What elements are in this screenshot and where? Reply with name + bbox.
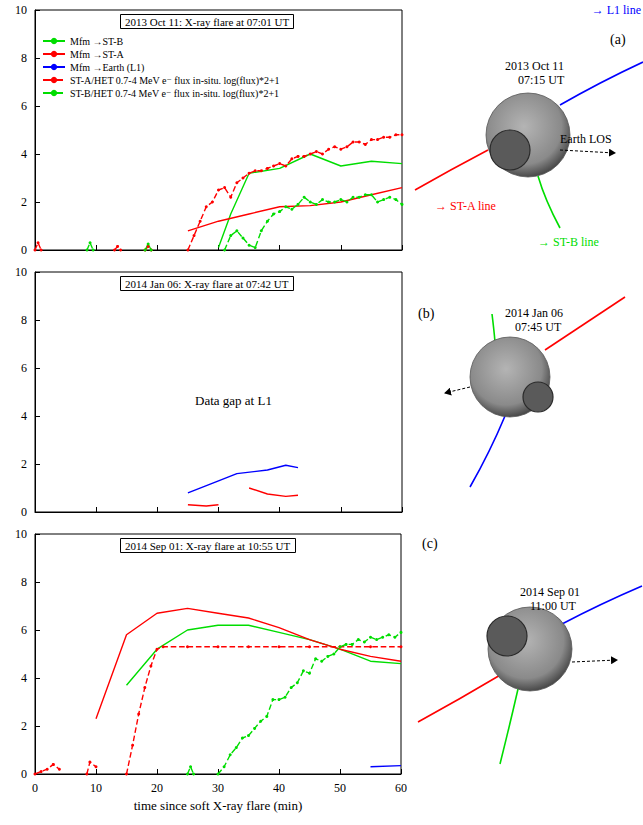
svg-text:4: 4 xyxy=(21,671,27,685)
svg-text:2014 Sep 01: 2014 Sep 01 xyxy=(520,585,580,599)
svg-text:07:45 UT: 07:45 UT xyxy=(515,320,562,334)
svg-text:Earth LOS: Earth LOS xyxy=(560,132,612,146)
svg-text:2013 Oct 11: X-ray flare at 07: 2013 Oct 11: X-ray flare at 07:01 UT xyxy=(125,16,290,28)
svg-text:(a): (a) xyxy=(610,32,626,48)
svg-text:Mfm →ST-A: Mfm →ST-A xyxy=(70,49,125,60)
svg-text:(b): (b) xyxy=(418,306,435,322)
svg-text:Mfm →ST-B: Mfm →ST-B xyxy=(70,36,124,47)
svg-text:→ L1 line: → L1 line xyxy=(592,3,641,17)
svg-text:ST-B/HET 0.7-4 MeV e⁻ flux in-: ST-B/HET 0.7-4 MeV e⁻ flux in-situ. log(… xyxy=(70,88,279,100)
svg-text:(c): (c) xyxy=(422,536,438,552)
svg-text:2013 Oct 11: 2013 Oct 11 xyxy=(505,59,564,73)
svg-text:time since soft X-ray flare (m: time since soft X-ray flare (min) xyxy=(134,798,303,813)
svg-text:Mfm →Earth (L1): Mfm →Earth (L1) xyxy=(70,62,144,74)
svg-text:4: 4 xyxy=(21,409,27,423)
svg-text:8: 8 xyxy=(21,575,27,589)
svg-text:6: 6 xyxy=(21,99,27,113)
svg-text:6: 6 xyxy=(21,361,27,375)
svg-text:50: 50 xyxy=(334,781,346,795)
svg-text:0: 0 xyxy=(21,243,27,257)
svg-text:10: 10 xyxy=(15,265,27,279)
svg-text:8: 8 xyxy=(21,313,27,327)
svg-text:2014 Jan 06: 2014 Jan 06 xyxy=(505,306,563,320)
svg-text:2: 2 xyxy=(21,457,27,471)
svg-text:0: 0 xyxy=(32,781,38,795)
svg-text:60: 60 xyxy=(395,781,407,795)
svg-text:10: 10 xyxy=(15,3,27,17)
svg-text:2: 2 xyxy=(21,195,27,209)
svg-text:2: 2 xyxy=(21,719,27,733)
svg-text:Data gap at L1: Data gap at L1 xyxy=(195,393,272,408)
svg-text:07:15 UT: 07:15 UT xyxy=(518,73,565,87)
svg-text:4: 4 xyxy=(21,147,27,161)
svg-text:0: 0 xyxy=(21,767,27,781)
svg-text:40: 40 xyxy=(273,781,285,795)
svg-text:→ ST-B line: → ST-B line xyxy=(538,235,599,249)
svg-text:0: 0 xyxy=(21,505,27,519)
svg-text:30: 30 xyxy=(212,781,224,795)
svg-text:20: 20 xyxy=(151,781,163,795)
svg-text:8: 8 xyxy=(21,51,27,65)
svg-text:11:00 UT: 11:00 UT xyxy=(530,599,577,613)
svg-text:10: 10 xyxy=(15,527,27,541)
svg-text:ST-A/HET 0.7-4 MeV e⁻ flux in-: ST-A/HET 0.7-4 MeV e⁻ flux in-situ. log(… xyxy=(70,75,280,87)
svg-text:2014 Sep 01: X-ray flare at 10: 2014 Sep 01: X-ray flare at 10:55 UT xyxy=(125,540,291,552)
svg-text:2014 Jan 06: X-ray flare at 07: 2014 Jan 06: X-ray flare at 07:42 UT xyxy=(125,278,289,290)
svg-text:10: 10 xyxy=(90,781,102,795)
svg-text:6: 6 xyxy=(21,623,27,637)
svg-text:→ ST-A line: → ST-A line xyxy=(435,199,496,213)
